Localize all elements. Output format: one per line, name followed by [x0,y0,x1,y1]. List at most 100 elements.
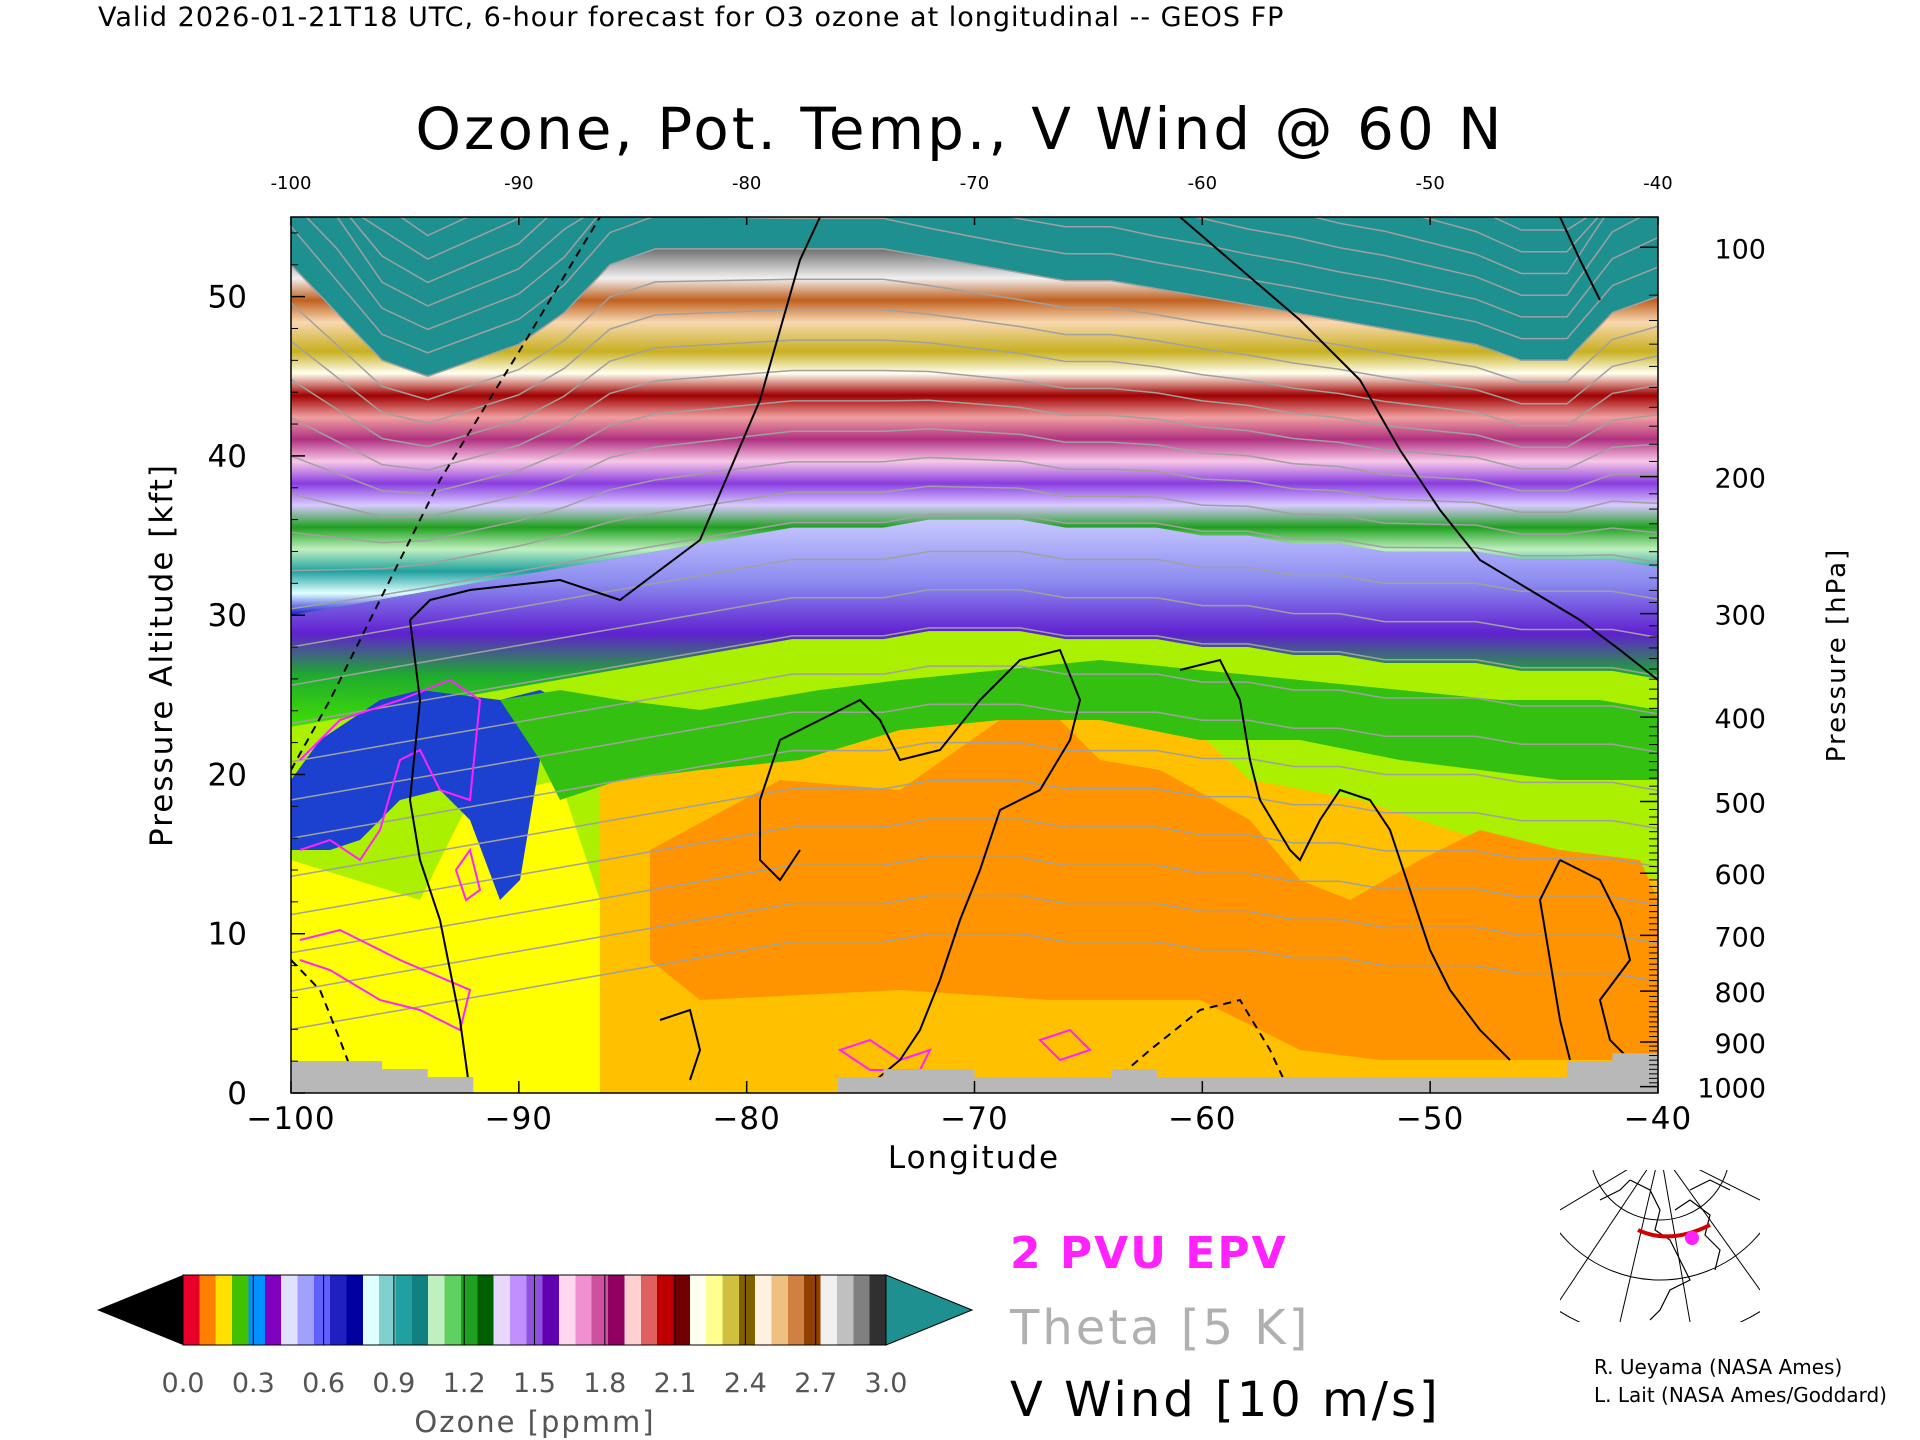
x-tick-label: −40 [1624,1101,1692,1137]
y-tick-label: 40 [208,439,247,475]
colorbar-tick-label: 0.9 [372,1368,415,1399]
theta-contour [291,201,1658,212]
top-x-tick-label: -80 [732,173,761,194]
theta-contour [291,932,1658,1031]
x-axis: −100 −90 −80 −70 −60 −50 −40 [246,1081,1692,1137]
pressure-tick-label: 800 [1714,978,1766,1009]
pv-contour [299,928,472,1032]
x-tick-label: −100 [246,1101,335,1137]
blue-tongue [291,690,560,900]
theta-contour [291,703,1658,801]
colorbar-tick-label: 1.8 [583,1368,626,1399]
theta-contour [291,248,1658,378]
theta-contour [291,818,1658,916]
surface-terrain [291,1053,1658,1093]
colorbar-tick-label: 0.0 [162,1368,205,1399]
colorbar-label: Ozone [ppmm] [414,1405,655,1439]
location-map-inset [1560,1170,1760,1322]
theta-contour [291,485,1658,572]
x-tick-label: −50 [1396,1101,1464,1137]
coastline-shape [1599,1179,1731,1321]
theta-contour [305,217,1658,331]
y-tick-label: 0 [227,1076,247,1112]
theta-contour [291,217,1658,354]
upper-troposphere-band [291,519,1658,727]
y-tick-label: 50 [208,280,247,316]
y-tick-label: 20 [208,757,247,793]
vwind-contour [409,217,821,621]
top-x-axis: -100 -90 -80 -70 -60 -50 -40 [271,173,1673,225]
orange-dark-region [650,720,1658,1060]
theta-contour [291,278,1658,401]
top-x-tick-label: -50 [1415,173,1444,194]
y-tick-label: 10 [208,917,247,953]
colorbar-tick-label: 1.2 [443,1368,486,1399]
theta-contour [291,339,1658,448]
theta-contour [348,217,1606,284]
pressure-tick-label: 300 [1714,601,1766,632]
x-axis-label: Longitude [888,1140,1060,1176]
vwind-contour [291,217,601,771]
y-axis-left-label: Pressure Altitude [kft] [144,463,180,847]
colorbar-tick-label: 3.0 [865,1368,908,1399]
pv-contours [299,678,1092,1071]
colorbar-tick-label: 2.4 [724,1368,767,1399]
theta-contour [336,217,1643,307]
pressure-tick-label: 700 [1714,922,1766,953]
pressure-tick-label: 200 [1714,464,1766,495]
theta-contour [291,399,1658,495]
theta-contour [291,780,1658,878]
location-marker [1685,1231,1699,1245]
colorbar: 0.0 0.3 0.6 0.9 1.2 1.5 1.8 2.1 2.4 2.7 3.0 Ozone … [97,1274,974,1439]
vwind-contour [1538,859,1571,1061]
pv-contour [454,847,482,902]
vwind-contour [291,959,361,1093]
top-x-tick-label: -60 [1188,173,1217,194]
theta-contour [291,456,1658,544]
legend-vwind: V Wind [10 m/s] [1010,1372,1441,1428]
vwind-contour [759,648,1082,1093]
colorbar-tick-label: 1.5 [513,1368,556,1399]
pv-contour [837,1038,932,1071]
y-axis-right: 100 200 300 400 500 600 700 800 900 1000 [1640,234,1766,1105]
vwind-contour [1179,658,1511,1061]
pressure-tick-label: 100 [1714,234,1766,265]
y-axis-right-label: Pressure [hPa] [1822,548,1852,763]
theta-contour [291,588,1658,687]
colorbar-tick-label: 2.1 [654,1368,697,1399]
pressure-tick-label: 500 [1714,789,1766,820]
top-x-tick-label: -40 [1643,173,1672,194]
theta-contour [291,894,1658,992]
top-x-tick-label: -100 [271,173,312,194]
theta-contour [291,856,1658,954]
legend-pv: 2 PVU EPV [1010,1228,1288,1279]
theta-contour [291,741,1658,839]
vwind-contours [291,217,1658,1093]
vwind-contour [659,1008,702,1081]
vwind-contour [1559,217,1601,301]
vwind-contour [759,800,801,882]
theta-contour [291,627,1658,725]
colorbar-tick-label: 2.7 [794,1368,837,1399]
legend-theta: Theta [5 K] [1010,1300,1311,1356]
chart-title: Ozone, Pot. Temp., V Wind @ 60 N [415,95,1505,163]
theta-contours [291,201,1658,1031]
valid-time-header: Valid 2026-01-21T18 UTC, 6-hour forecast… [98,2,1285,33]
theta-contour [291,665,1658,763]
x-tick-label: −70 [940,1101,1008,1137]
colorbar-under-triangle [97,1275,183,1345]
colorbar-over-triangle [885,1274,974,1346]
credit-line-1: R. Ueyama (NASA Ames) [1594,1355,1843,1379]
y-tick-label: 30 [208,598,247,634]
top-x-tick-label: -90 [504,173,533,194]
pressure-tick-label: 400 [1714,704,1766,735]
vwind-contour [408,619,471,1093]
top-x-tick-label: -70 [960,173,989,194]
colorbar-tick-label: 0.3 [232,1368,275,1399]
y-axis-left: 0 10 20 30 40 50 [208,232,305,1112]
pv-contour [1038,1028,1092,1062]
theta-contour [291,514,1658,610]
x-tick-label: −80 [712,1101,780,1137]
x-tick-label: −90 [485,1101,553,1137]
theta-contour [291,550,1658,648]
